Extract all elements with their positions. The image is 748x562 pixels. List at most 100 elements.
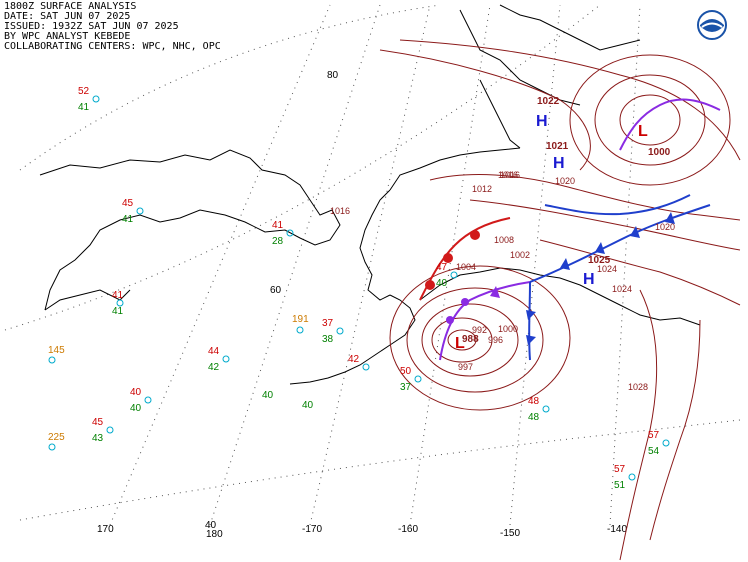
svg-text:44: 44 [208, 346, 220, 357]
isobar-label: 1020 [655, 222, 675, 232]
lat-label-80: 80 [327, 70, 339, 81]
high-center-3-value: 1025 [588, 255, 611, 266]
svg-text:57: 57 [648, 430, 660, 441]
svg-text:41: 41 [112, 290, 124, 301]
station-plot: 45 41 [122, 198, 144, 225]
station-plot: 57 54 [648, 430, 670, 457]
coastlines [39, 4, 701, 385]
lon-label-170: 170 [97, 524, 114, 535]
svg-text:145: 145 [48, 345, 65, 356]
svg-text:40: 40 [436, 278, 448, 289]
front-symbols [425, 212, 675, 345]
high-center-1-value: 1022 [537, 96, 560, 107]
svg-text:50: 50 [400, 366, 412, 377]
station-plot: 47 40 [436, 262, 458, 289]
svg-text:37: 37 [322, 318, 334, 329]
lon-label-minus140: -140 [607, 524, 627, 535]
svg-text:37: 37 [400, 382, 412, 393]
isobar-label: 1020 [555, 176, 575, 186]
svg-text:43: 43 [92, 433, 104, 444]
low-center-2-symbol: L [455, 335, 465, 352]
isobar-label: 997 [458, 362, 473, 372]
fronts [419, 98, 721, 361]
svg-text:52: 52 [78, 86, 90, 97]
svg-text:40: 40 [130, 403, 142, 414]
isobar-label: 1002 [510, 250, 530, 260]
isobar-label: 1012 [472, 184, 492, 194]
svg-text:191: 191 [292, 314, 309, 325]
station-plot: 44 42 [208, 346, 230, 373]
lon-label-180: 180 [206, 529, 223, 540]
isobar-label: 1016 [330, 206, 350, 216]
lat-label-40: 40 [205, 520, 217, 531]
svg-text:41: 41 [122, 214, 134, 225]
station-plot: 145 [48, 345, 65, 364]
station-plot: 41 28 [272, 220, 294, 247]
header-line-1: 1800Z SURFACE ANALYSIS [4, 1, 137, 12]
station-plot: 191 [292, 314, 309, 334]
lon-label-minus150: -150 [500, 528, 520, 539]
station-plot: 37 38 [322, 318, 344, 345]
svg-text:48: 48 [528, 396, 540, 407]
low-center-1-symbol: L [638, 123, 648, 140]
station-plot: 42 40 [262, 354, 370, 401]
svg-text:41: 41 [272, 220, 284, 231]
isobar-label: 1000 [498, 324, 518, 334]
graticule [4, 4, 741, 526]
isobar-label: 1016 [498, 170, 518, 180]
isobar-label: 1024 [597, 264, 617, 274]
svg-text:47: 47 [436, 262, 448, 273]
isobar-label: 1016 [500, 170, 520, 180]
high-center-2-symbol: H [553, 155, 565, 172]
svg-text:41: 41 [78, 102, 90, 113]
svg-text:40: 40 [262, 390, 274, 401]
pressure-centers: H 1022 H 1021 H 1025 L 1000 L 988 [455, 96, 671, 352]
station-plot: 52 41 [78, 86, 100, 113]
svg-text:225: 225 [48, 432, 65, 443]
high-center-2-value: 1021 [546, 141, 569, 152]
svg-text:41: 41 [112, 306, 124, 317]
isobar-label: 1028 [628, 382, 648, 392]
low-center-1-value: 1000 [648, 147, 671, 158]
header-line-4: BY WPC ANALYST KEBEDE [4, 31, 131, 42]
noaa-logo [697, 10, 727, 40]
lon-label-minus170: -170 [302, 524, 322, 535]
isobar-labels: 1016 1016 1020 1020 1024 1024 1028 1008 … [330, 170, 675, 392]
isobar-label: 992 [472, 325, 487, 335]
isobars [379, 39, 741, 561]
station-plot: 40 40 [130, 387, 152, 414]
lat-label-60: 60 [270, 285, 282, 296]
isobar-label: 1008 [494, 235, 514, 245]
isobar-label: 996 [488, 335, 503, 345]
header-line-2: DATE: SAT JUN 07 2025 [4, 11, 131, 22]
svg-text:45: 45 [122, 198, 134, 209]
high-center-1-symbol: H [536, 113, 548, 130]
svg-text:42: 42 [208, 362, 220, 373]
station-plot: 45 40 [302, 400, 314, 411]
station-plot: 225 [48, 432, 65, 451]
station-plots: 52 41 45 41 41 28 41 41 145 40 40 [48, 86, 670, 491]
station-plot: 57 51 [614, 464, 636, 491]
header-line-3: ISSUED: 1932Z SAT JUN 07 2025 [4, 21, 179, 32]
svg-text:48: 48 [528, 412, 540, 423]
svg-text:38: 38 [322, 334, 334, 345]
svg-text:42: 42 [348, 354, 360, 365]
header-line-5: COLLABORATING CENTERS: WPC, NHC, OPC [4, 41, 221, 52]
isobar-label: 1004 [456, 262, 476, 272]
station-plot: 45 43 [92, 417, 114, 444]
station-plot: 41 41 [112, 290, 124, 317]
svg-text:40: 40 [302, 400, 314, 411]
svg-text:51: 51 [614, 480, 626, 491]
svg-text:54: 54 [648, 446, 660, 457]
isobar-label: 1024 [612, 284, 632, 294]
low-center-2-value: 988 [462, 334, 479, 345]
high-center-3-symbol: H [583, 271, 595, 288]
station-plot: 48 48 [528, 396, 550, 423]
svg-text:45: 45 [92, 417, 104, 428]
svg-text:28: 28 [272, 236, 284, 247]
svg-text:57: 57 [614, 464, 626, 475]
svg-text:40: 40 [130, 387, 142, 398]
lon-label-minus160: -160 [398, 524, 418, 535]
station-plot: 50 37 [400, 366, 422, 393]
